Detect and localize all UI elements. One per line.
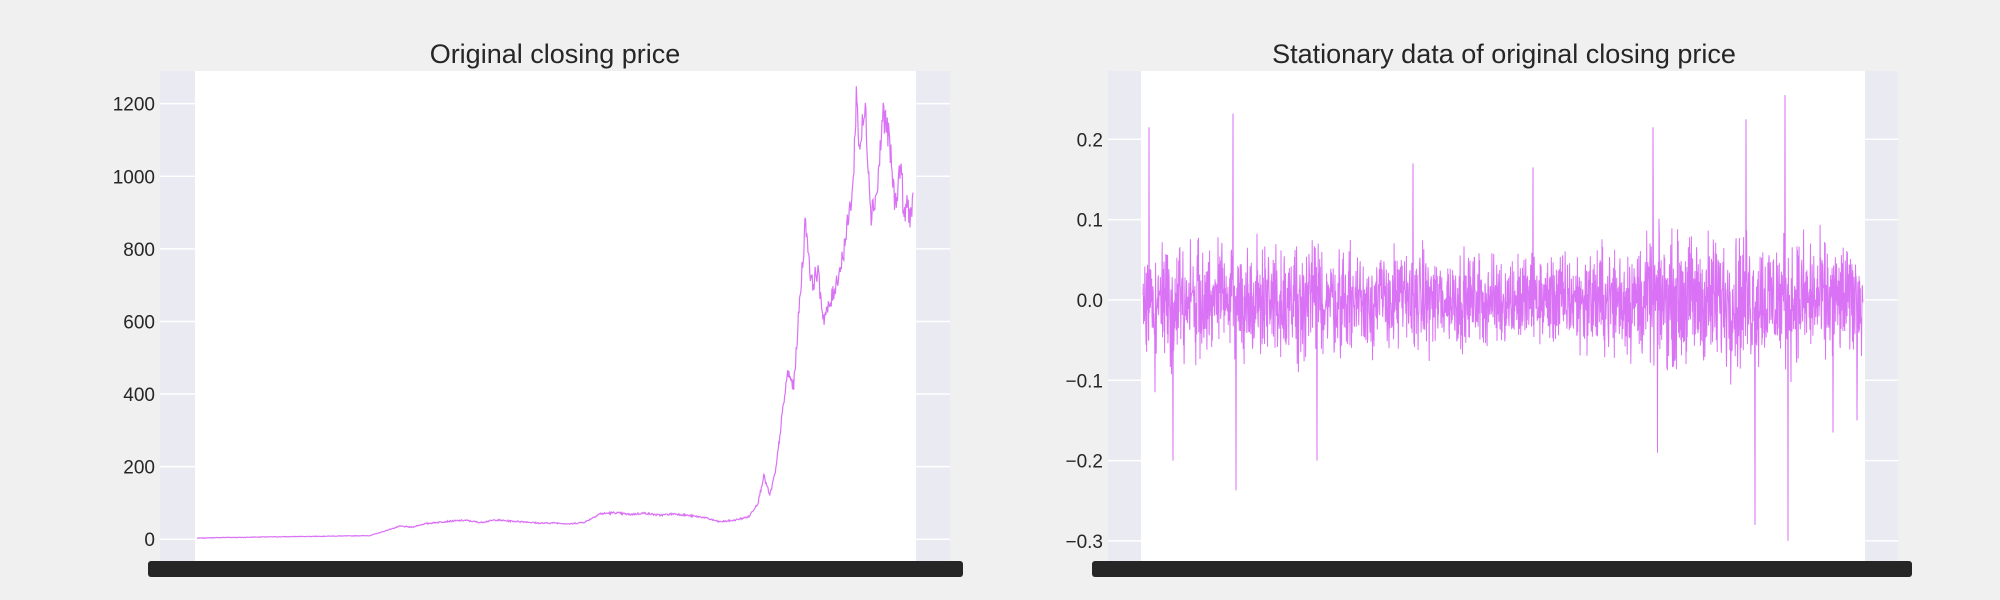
- y-tick-labels: 0 200 400 600 800 1000 1200: [113, 95, 155, 552]
- y-tick-label: −0.3: [1065, 532, 1103, 553]
- plot-white-area: [195, 71, 916, 561]
- y-tick-label: 0: [144, 530, 155, 551]
- y-tick-label: −0.2: [1065, 452, 1103, 473]
- y-tick-label: 1200: [113, 95, 155, 116]
- y-tick-label: 200: [123, 458, 155, 479]
- y-tick-label: 0.1: [1077, 211, 1103, 232]
- chart-title: Original closing price: [430, 39, 681, 69]
- chart-original-closing-price: 0 200 400 600 800 1000 1200 Original closing p…: [113, 39, 963, 577]
- closing-price-line: [196, 86, 914, 539]
- y-tick-label: 600: [123, 312, 155, 333]
- y-grid: [160, 102, 950, 540]
- x-tick-labels-overlap: [148, 561, 963, 577]
- y-tick-label: 0.0: [1077, 291, 1103, 312]
- x-tick-labels-overlap: [1092, 561, 1912, 577]
- y-tick-label: −0.1: [1065, 371, 1103, 392]
- y-tick-label: 800: [123, 240, 155, 261]
- chart-title: Stationary data of original closing pric…: [1272, 39, 1736, 69]
- y-tick-label: 0.2: [1077, 130, 1103, 151]
- y-tick-label: 1000: [113, 167, 155, 188]
- y-tick-labels: −0.3 −0.2 −0.1 0.0 0.1 0.2: [1065, 130, 1103, 553]
- chart-stationary-data: −0.3 −0.2 −0.1 0.0 0.1 0.2 Stationary data of…: [1065, 39, 1912, 577]
- stationary-series-line: [1142, 95, 1864, 541]
- y-tick-label: 400: [123, 385, 155, 406]
